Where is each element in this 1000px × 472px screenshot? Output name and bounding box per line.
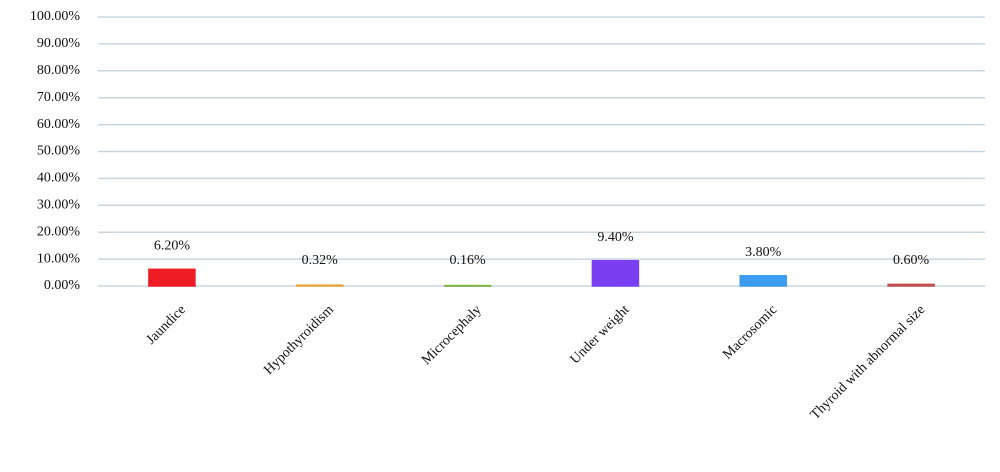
y-tick-label: 30.00% (37, 198, 81, 213)
y-tick-label: 80.00% (37, 63, 81, 78)
bar (591, 259, 640, 287)
x-tick-label: Macrosomic (720, 302, 780, 362)
y-tick-label: 20.00% (37, 224, 81, 239)
y-tick-label: 90.00% (37, 36, 81, 51)
y-tick-label: 60.00% (37, 117, 81, 132)
bar (887, 283, 935, 287)
y-tick-label: 10.00% (37, 251, 81, 266)
bar (739, 275, 787, 287)
data-label: 6.20% (154, 239, 191, 254)
x-tick-label: Microcephaly (419, 302, 485, 368)
y-tick-label: 70.00% (37, 90, 81, 105)
data-label: 0.16% (449, 253, 486, 268)
bar (148, 268, 196, 287)
y-tick-label: 40.00% (37, 171, 81, 186)
x-tick-label: Jaundice (144, 302, 189, 347)
data-label: 9.40% (597, 230, 634, 245)
data-label: 0.32% (302, 253, 339, 268)
y-tick-label: 50.00% (37, 144, 81, 159)
x-tick-label: Hypothyroidism (261, 302, 337, 378)
y-tick-label: 0.00% (44, 278, 81, 293)
bar (443, 284, 492, 287)
data-label: 0.60% (893, 253, 930, 268)
bar (296, 284, 344, 287)
data-label: 3.80% (745, 245, 782, 260)
y-tick-label: 100.00% (30, 9, 81, 24)
x-tick-label: Thyroid with abnormal size (808, 302, 928, 422)
x-tick-label: Under weight (568, 302, 633, 367)
